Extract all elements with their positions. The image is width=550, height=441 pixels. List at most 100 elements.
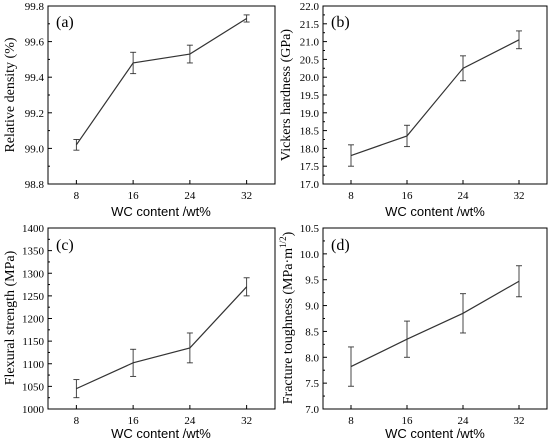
series-d	[348, 265, 522, 387]
y-tick-label-d: 8.5	[305, 326, 319, 338]
y-tick-label-d: 7.5	[305, 378, 319, 390]
error-bar-d	[516, 265, 522, 298]
y-tick-label-a: 99.8	[25, 1, 45, 13]
plot-frame-d	[322, 227, 548, 410]
y-tick-label-b: 19.0	[300, 108, 320, 120]
y-tick-label-c: 1400	[22, 223, 45, 235]
series-line-a	[75, 17, 247, 146]
panel-d: (d) WC content /wt% Fracture toughness (…	[278, 223, 548, 441]
error-bar-a	[186, 44, 193, 64]
x-tick-label-a: 24	[184, 190, 196, 202]
x-tick-label-c: 16	[128, 415, 140, 427]
y-tick-label-d: 9.0	[305, 301, 319, 313]
y-ticks-d: 7.0 7.5 8.0 8.5 9.0 9.5 10.0 10.5	[300, 223, 327, 416]
y-tick-label-c: 1300	[22, 268, 45, 280]
y-tick-label-a: 99.6	[25, 37, 45, 49]
x-tick-label-d: 24	[458, 415, 470, 427]
y-tick-label-a: 99.2	[25, 108, 44, 120]
y-tick-label-b: 17.5	[300, 161, 320, 173]
y-axis-label-d-sup: 1/2	[278, 236, 288, 248]
y-axis-label-d: Fracture toughness (MPa·m1/2)	[278, 231, 296, 404]
y-tick-label-b: 20.5	[300, 54, 320, 66]
x-axis-label-c: WC content /wt%	[111, 426, 211, 441]
x-tick-label-b: 24	[458, 190, 470, 202]
y-axis-label-c: Flexural strength (MPa)	[3, 250, 18, 385]
panel-c: (c) WC content /wt% Flexural strength (M…	[3, 223, 276, 441]
y-tick-label-c: 1350	[22, 246, 45, 258]
y-tick-label-b: 20.0	[300, 72, 320, 84]
x-axis-label-a: WC content /wt%	[111, 204, 211, 219]
y-tick-label-a: 99.0	[25, 143, 45, 155]
error-bar-d	[404, 320, 410, 358]
error-bar-d	[348, 346, 354, 387]
panel-label-a: (a)	[56, 14, 74, 31]
y-ticks-c: 1000 1050 1100 1150 1200 1250 1300 1350 1400	[22, 223, 52, 416]
plot-frame-c	[47, 227, 276, 410]
panel-label-c: (c)	[56, 237, 74, 254]
error-bar-c	[186, 332, 193, 364]
y-tick-label-b: 18.5	[300, 126, 320, 138]
y-axis-label-d-close: )	[281, 231, 296, 236]
x-tick-label-d: 16	[402, 415, 414, 427]
error-bar-c	[130, 348, 137, 377]
y-ticks-a: 98.8 99.0 99.2 99.4 99.6 99.8	[25, 1, 52, 191]
error-bar-d	[460, 293, 466, 334]
series-line-d	[350, 280, 520, 368]
series-line-c	[76, 286, 248, 390]
series-a	[73, 14, 250, 151]
x-tick-label-c: 24	[184, 415, 196, 427]
x-tick-label-b: 16	[402, 190, 414, 202]
error-bar-a	[243, 14, 250, 23]
y-tick-label-b: 22.0	[300, 1, 320, 13]
y-tick-label-d: 10.0	[300, 249, 320, 261]
error-bar-a	[73, 139, 80, 151]
x-tick-label-a: 8	[74, 190, 80, 202]
x-tick-label-b: 32	[514, 190, 525, 202]
y-tick-label-c: 1050	[22, 381, 45, 393]
error-bar-b	[460, 55, 466, 82]
y-tick-label-d: 9.5	[305, 275, 319, 287]
error-bar-b	[404, 124, 410, 148]
x-tick-label-a: 16	[128, 190, 140, 202]
x-tick-label-d: 32	[514, 415, 525, 427]
y-tick-label-c: 1000	[22, 404, 45, 416]
series-line-b	[350, 39, 520, 157]
y-tick-label-b: 19.5	[300, 90, 320, 102]
x-axis-label-d: WC content /wt%	[385, 426, 485, 441]
error-bar-b	[348, 144, 354, 167]
plot-frame-a	[47, 5, 276, 185]
series-c	[73, 277, 250, 399]
panel-label-b: (b)	[331, 14, 350, 31]
y-ticks-b: 17.0 17.5 18.0 18.5 19.0 19.5 20.0 20.5 21.0 21.5…	[300, 1, 327, 191]
error-bar-b	[516, 30, 522, 50]
panel-a: (a) WC content /wt% Relative density (%)…	[3, 1, 276, 219]
error-bar-c	[243, 277, 250, 297]
y-axis-label-d-main: Fracture toughness (MPa·m	[281, 248, 296, 404]
y-tick-label-c: 1200	[22, 314, 45, 326]
x-tick-label-d: 8	[348, 415, 354, 427]
y-tick-label-d: 7.0	[305, 404, 319, 416]
series-b	[348, 30, 522, 167]
y-tick-label-b: 21.5	[300, 19, 320, 31]
panel-label-d: (d)	[331, 237, 350, 254]
error-bar-c	[73, 379, 80, 399]
y-axis-label-a: Relative density (%)	[3, 37, 18, 152]
y-tick-label-c: 1150	[22, 336, 44, 348]
x-tick-label-b: 8	[348, 190, 354, 202]
x-tick-label-c: 8	[74, 415, 80, 427]
y-axis-label-b: Vickers hardness (GPa)	[279, 29, 294, 161]
y-tick-label-d: 8.0	[305, 352, 319, 364]
x-ticks-b: 8 16 24 32	[348, 180, 525, 202]
x-ticks-c: 8 16 24 32	[74, 405, 252, 427]
y-tick-label-d: 10.5	[300, 223, 320, 235]
error-bar-a	[130, 51, 137, 75]
panel-b: (b) WC content /wt% Vickers hardness (GP…	[279, 1, 548, 219]
x-tick-label-a: 32	[241, 190, 252, 202]
y-tick-label-b: 21.0	[300, 37, 320, 49]
y-tick-label-a: 98.8	[25, 179, 45, 191]
y-tick-label-b: 17.0	[300, 179, 320, 191]
plot-frame-b	[322, 5, 548, 185]
x-tick-label-c: 32	[241, 415, 252, 427]
y-tick-label-c: 1250	[22, 291, 45, 303]
